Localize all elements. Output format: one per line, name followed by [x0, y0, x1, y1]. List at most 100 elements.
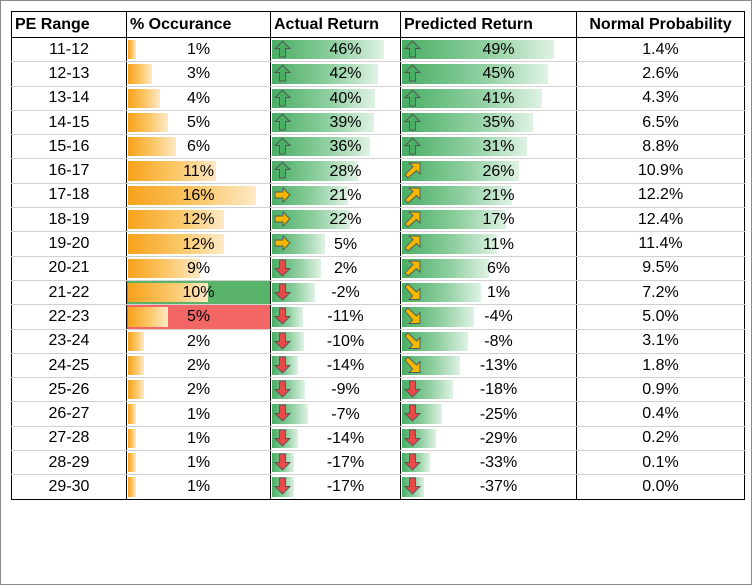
occurance-value: 9%: [186, 259, 211, 277]
down-arrow-icon: [274, 453, 291, 471]
predicted-return-value: -29%: [479, 429, 518, 447]
predicted-return-cell: 49%: [400, 36, 577, 63]
normal-probability-cell: 9.5%: [576, 255, 745, 281]
normal-probability-cell: 0.0%: [576, 474, 745, 500]
predicted-return-cell: -18%: [400, 377, 577, 403]
occurance-value: 1%: [186, 41, 211, 59]
predicted-return-bar: [402, 210, 506, 230]
pe-range-cell: 21-22: [11, 279, 127, 306]
predicted-return-cell: -33%: [400, 450, 577, 476]
predicted-return-value: -33%: [479, 454, 518, 472]
normal-probability-cell: 6.5%: [576, 109, 745, 136]
actual-return-bar: [272, 137, 370, 157]
actual-return-value: -9%: [331, 381, 360, 399]
actual-return-cell: -2%: [270, 279, 401, 306]
actual-return-cell: 36%: [270, 134, 401, 160]
predicted-return-bar: [402, 258, 489, 278]
table-row: 15-16 6% 36% 31% 8.8%: [11, 134, 745, 160]
actual-return-value: 5%: [333, 235, 358, 253]
actual-return-value: -10%: [326, 332, 365, 350]
occurance-bar: [128, 282, 208, 303]
occurance-value: 6%: [186, 138, 211, 156]
actual-return-cell: 39%: [270, 109, 401, 136]
predicted-return-cell: -25%: [400, 401, 577, 427]
predicted-return-cell: -4%: [400, 304, 577, 330]
predicted-return-cell: 6%: [400, 255, 577, 281]
normal-probability-cell: 12.4%: [576, 207, 745, 233]
actual-return-bar: [272, 64, 379, 84]
predicted-return-cell: 21%: [400, 182, 577, 209]
predicted-return-cell: 26%: [400, 158, 577, 184]
occurance-value: 5%: [186, 114, 211, 132]
down-arrow-icon: [274, 307, 291, 325]
pe-range-cell: 19-20: [11, 231, 127, 257]
normal-probability-cell: 11.4%: [576, 231, 745, 257]
down-arrow-icon: [404, 477, 421, 495]
predicted-return-bar: [402, 282, 482, 303]
up-arrow-icon: [274, 88, 291, 107]
up-arrow-icon: [404, 64, 421, 82]
occurance-bar: [128, 210, 224, 230]
actual-return-bar: [272, 185, 349, 206]
predicted-return-bar: [402, 185, 512, 206]
pe-range-cell: 13-14: [11, 85, 127, 111]
normal-probability-cell: 2.6%: [576, 61, 745, 87]
normal-probability-cell: 8.8%: [576, 134, 745, 160]
actual-return-value: 2%: [333, 259, 358, 277]
occurance-bar: [128, 258, 200, 278]
pe-range-cell: 23-24: [11, 328, 127, 354]
up-arrow-icon: [274, 64, 291, 82]
occurance-cell: 11%: [126, 158, 271, 184]
occurance-cell: 3%: [126, 61, 271, 87]
occurance-cell: 5%: [126, 109, 271, 136]
occurance-cell: 6%: [126, 134, 271, 160]
occurance-value: 12%: [182, 235, 215, 253]
predicted-return-bar: [402, 137, 527, 157]
up-right-arrow-icon: [404, 210, 421, 228]
occurance-bar: [128, 331, 144, 351]
up-arrow-icon: [274, 137, 291, 155]
pe-range-cell: 16-17: [11, 158, 127, 184]
predicted-return-value: -37%: [479, 478, 518, 496]
predicted-return-value: 35%: [482, 114, 515, 132]
occurance-bar: [128, 64, 152, 84]
down-arrow-icon: [274, 477, 291, 495]
normal-probability-cell: 5.0%: [576, 304, 745, 330]
down-arrow-icon: [274, 404, 291, 423]
actual-return-value: -17%: [326, 478, 365, 496]
normal-probability-cell: 0.9%: [576, 377, 745, 403]
normal-probability-cell: 0.4%: [576, 401, 745, 427]
normal-probability-cell: 12.2%: [576, 182, 745, 209]
predicted-return-cell: 11%: [400, 231, 577, 257]
predicted-return-cell: -37%: [400, 474, 577, 500]
pe-range-cell: 27-28: [11, 425, 127, 452]
actual-return-bar: [272, 112, 374, 133]
header-row: PE Range % Occurance Actual Return Predi…: [11, 11, 745, 38]
predicted-return-bar: [402, 64, 548, 84]
occurance-cell: 4%: [126, 85, 271, 111]
predicted-return-cell: -13%: [400, 352, 577, 379]
occurance-cell: 1%: [126, 401, 271, 427]
occurance-value: 5%: [186, 308, 211, 326]
occurance-value: 2%: [186, 357, 211, 374]
up-arrow-icon: [274, 161, 291, 179]
header-predicted-return: Predicted Return: [400, 11, 577, 38]
predicted-return-value: 1%: [486, 284, 511, 302]
pe-range-cell: 12-13: [11, 61, 127, 87]
actual-return-value: -7%: [331, 405, 360, 423]
predicted-return-bar: [402, 161, 520, 181]
pe-range-cell: 11-12: [11, 36, 127, 63]
normal-probability-cell: 10.9%: [576, 158, 745, 184]
occurance-cell: 2%: [126, 328, 271, 354]
occurance-value: 11%: [183, 162, 214, 180]
up-right-arrow-icon: [404, 259, 421, 277]
occurance-value: 4%: [186, 89, 211, 107]
occurance-cell: 2%: [126, 377, 271, 403]
predicted-return-bar: [402, 112, 533, 133]
table-row: 21-22 10% -2% 1% 7.2%: [11, 279, 745, 306]
actual-return-value: 28%: [329, 162, 362, 180]
predicted-return-value: -25%: [479, 405, 518, 423]
down-arrow-icon: [274, 259, 291, 277]
normal-probability-cell: 4.3%: [576, 85, 745, 111]
actual-return-cell: 42%: [270, 61, 401, 87]
